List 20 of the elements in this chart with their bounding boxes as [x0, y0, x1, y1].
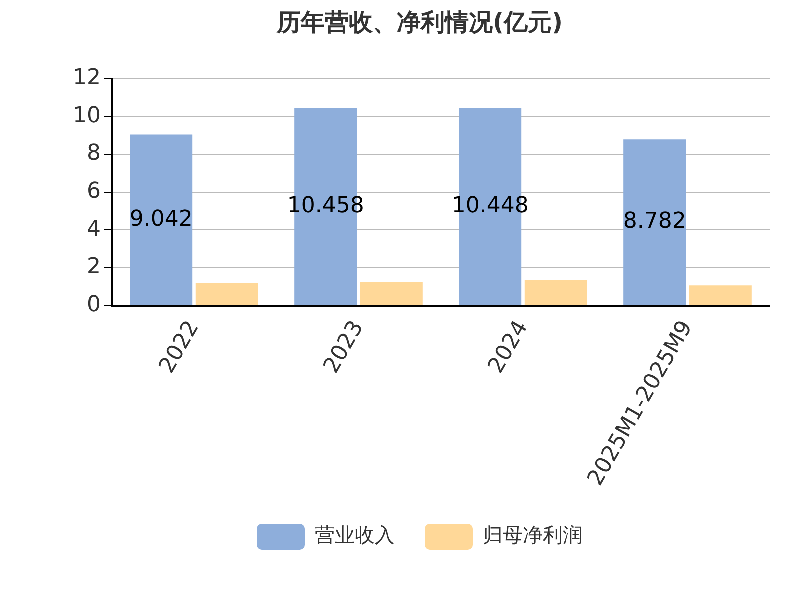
- legend-label: 营业收入: [315, 523, 395, 548]
- data-label: 10.458: [287, 193, 364, 218]
- y-tick-label: 8: [86, 141, 101, 166]
- bar: [196, 283, 258, 306]
- data-label: 10.448: [452, 193, 529, 218]
- y-tick-label: 4: [86, 216, 101, 242]
- y-tick-label: 10: [72, 103, 101, 128]
- y-tick-label: 6: [86, 179, 101, 204]
- bar: [624, 140, 686, 306]
- bar: [360, 282, 423, 306]
- bar: [524, 280, 588, 306]
- y-tick-label: 12: [72, 66, 101, 91]
- data-label: 8.782: [623, 209, 686, 234]
- bar: [689, 286, 752, 306]
- y-tick-label: 0: [86, 292, 101, 318]
- legend-label: 归母净利润: [483, 523, 583, 548]
- data-label: 9.042: [130, 206, 193, 232]
- y-tick-label: 2: [86, 254, 101, 280]
- bar: [130, 134, 193, 306]
- chart-title: 历年营收、净利情况(亿元): [276, 8, 563, 37]
